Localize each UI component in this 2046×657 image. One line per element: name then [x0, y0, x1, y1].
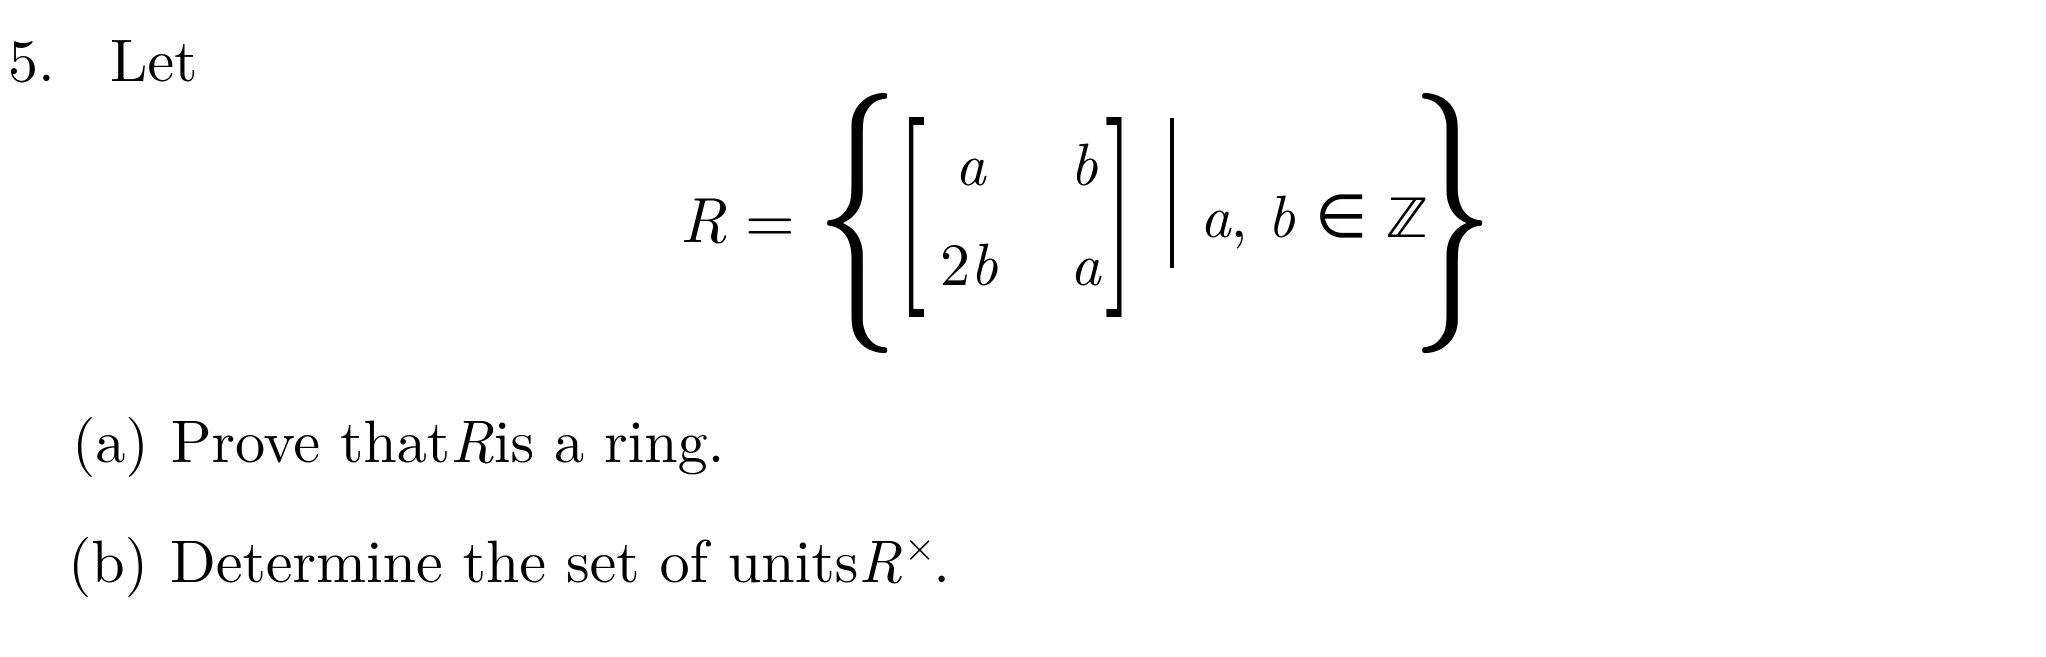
bracket-right-icon: ]: [1104, 84, 1135, 284]
part-a-text-pre: Prove that: [171, 395, 450, 480]
problem-page: 5. Let R = { [ a b 2b a ] a, b ∈ ℤ } (a)…: [0, 0, 2046, 657]
part-b-text-post: .: [933, 515, 950, 600]
matrix-cell-2-1: 2b: [940, 218, 998, 303]
intro-text: Let: [110, 14, 197, 99]
condition-var-b: b: [1267, 170, 1295, 255]
condition-var-a: a: [1200, 170, 1231, 255]
part-b-text-pre: Determine the set of units: [170, 515, 858, 600]
part-a-text-post: is a ring.: [494, 395, 725, 480]
matrix-cell-2-1-var: b: [970, 218, 998, 303]
matrix-cell-1-1: a: [955, 118, 986, 203]
element-of-icon: ∈: [1315, 170, 1367, 255]
part-b-R: R: [858, 515, 902, 600]
set-condition: a, b ∈ ℤ: [1200, 170, 1426, 260]
problem-number: 5.: [8, 14, 55, 99]
brace-left-icon: {: [815, 50, 900, 310]
part-a-R: R: [450, 395, 494, 480]
part-a: (a) Prove that R is a ring.: [72, 395, 724, 480]
equation-equals: =: [745, 170, 795, 261]
brace-right-icon: }: [1410, 50, 1495, 310]
condition-comma: ,: [1231, 170, 1268, 255]
part-a-label: (a): [72, 395, 149, 480]
display-equation: R = { [ a b 2b a ] a, b ∈ ℤ }: [680, 78, 1550, 338]
superscript-times-icon: ×: [904, 515, 935, 572]
part-b-label: (b): [68, 515, 148, 600]
equation-lhs: R: [680, 170, 727, 261]
matrix-cell-1-2: b: [1070, 118, 1098, 203]
such-that-bar-icon: [1170, 118, 1174, 268]
bracket-left-icon: [: [896, 84, 927, 284]
matrix-cell-2-1-coeff: 2: [940, 218, 970, 303]
matrix-cell-2-2: a: [1070, 218, 1101, 303]
part-b: (b) Determine the set of units R×.: [68, 515, 950, 600]
